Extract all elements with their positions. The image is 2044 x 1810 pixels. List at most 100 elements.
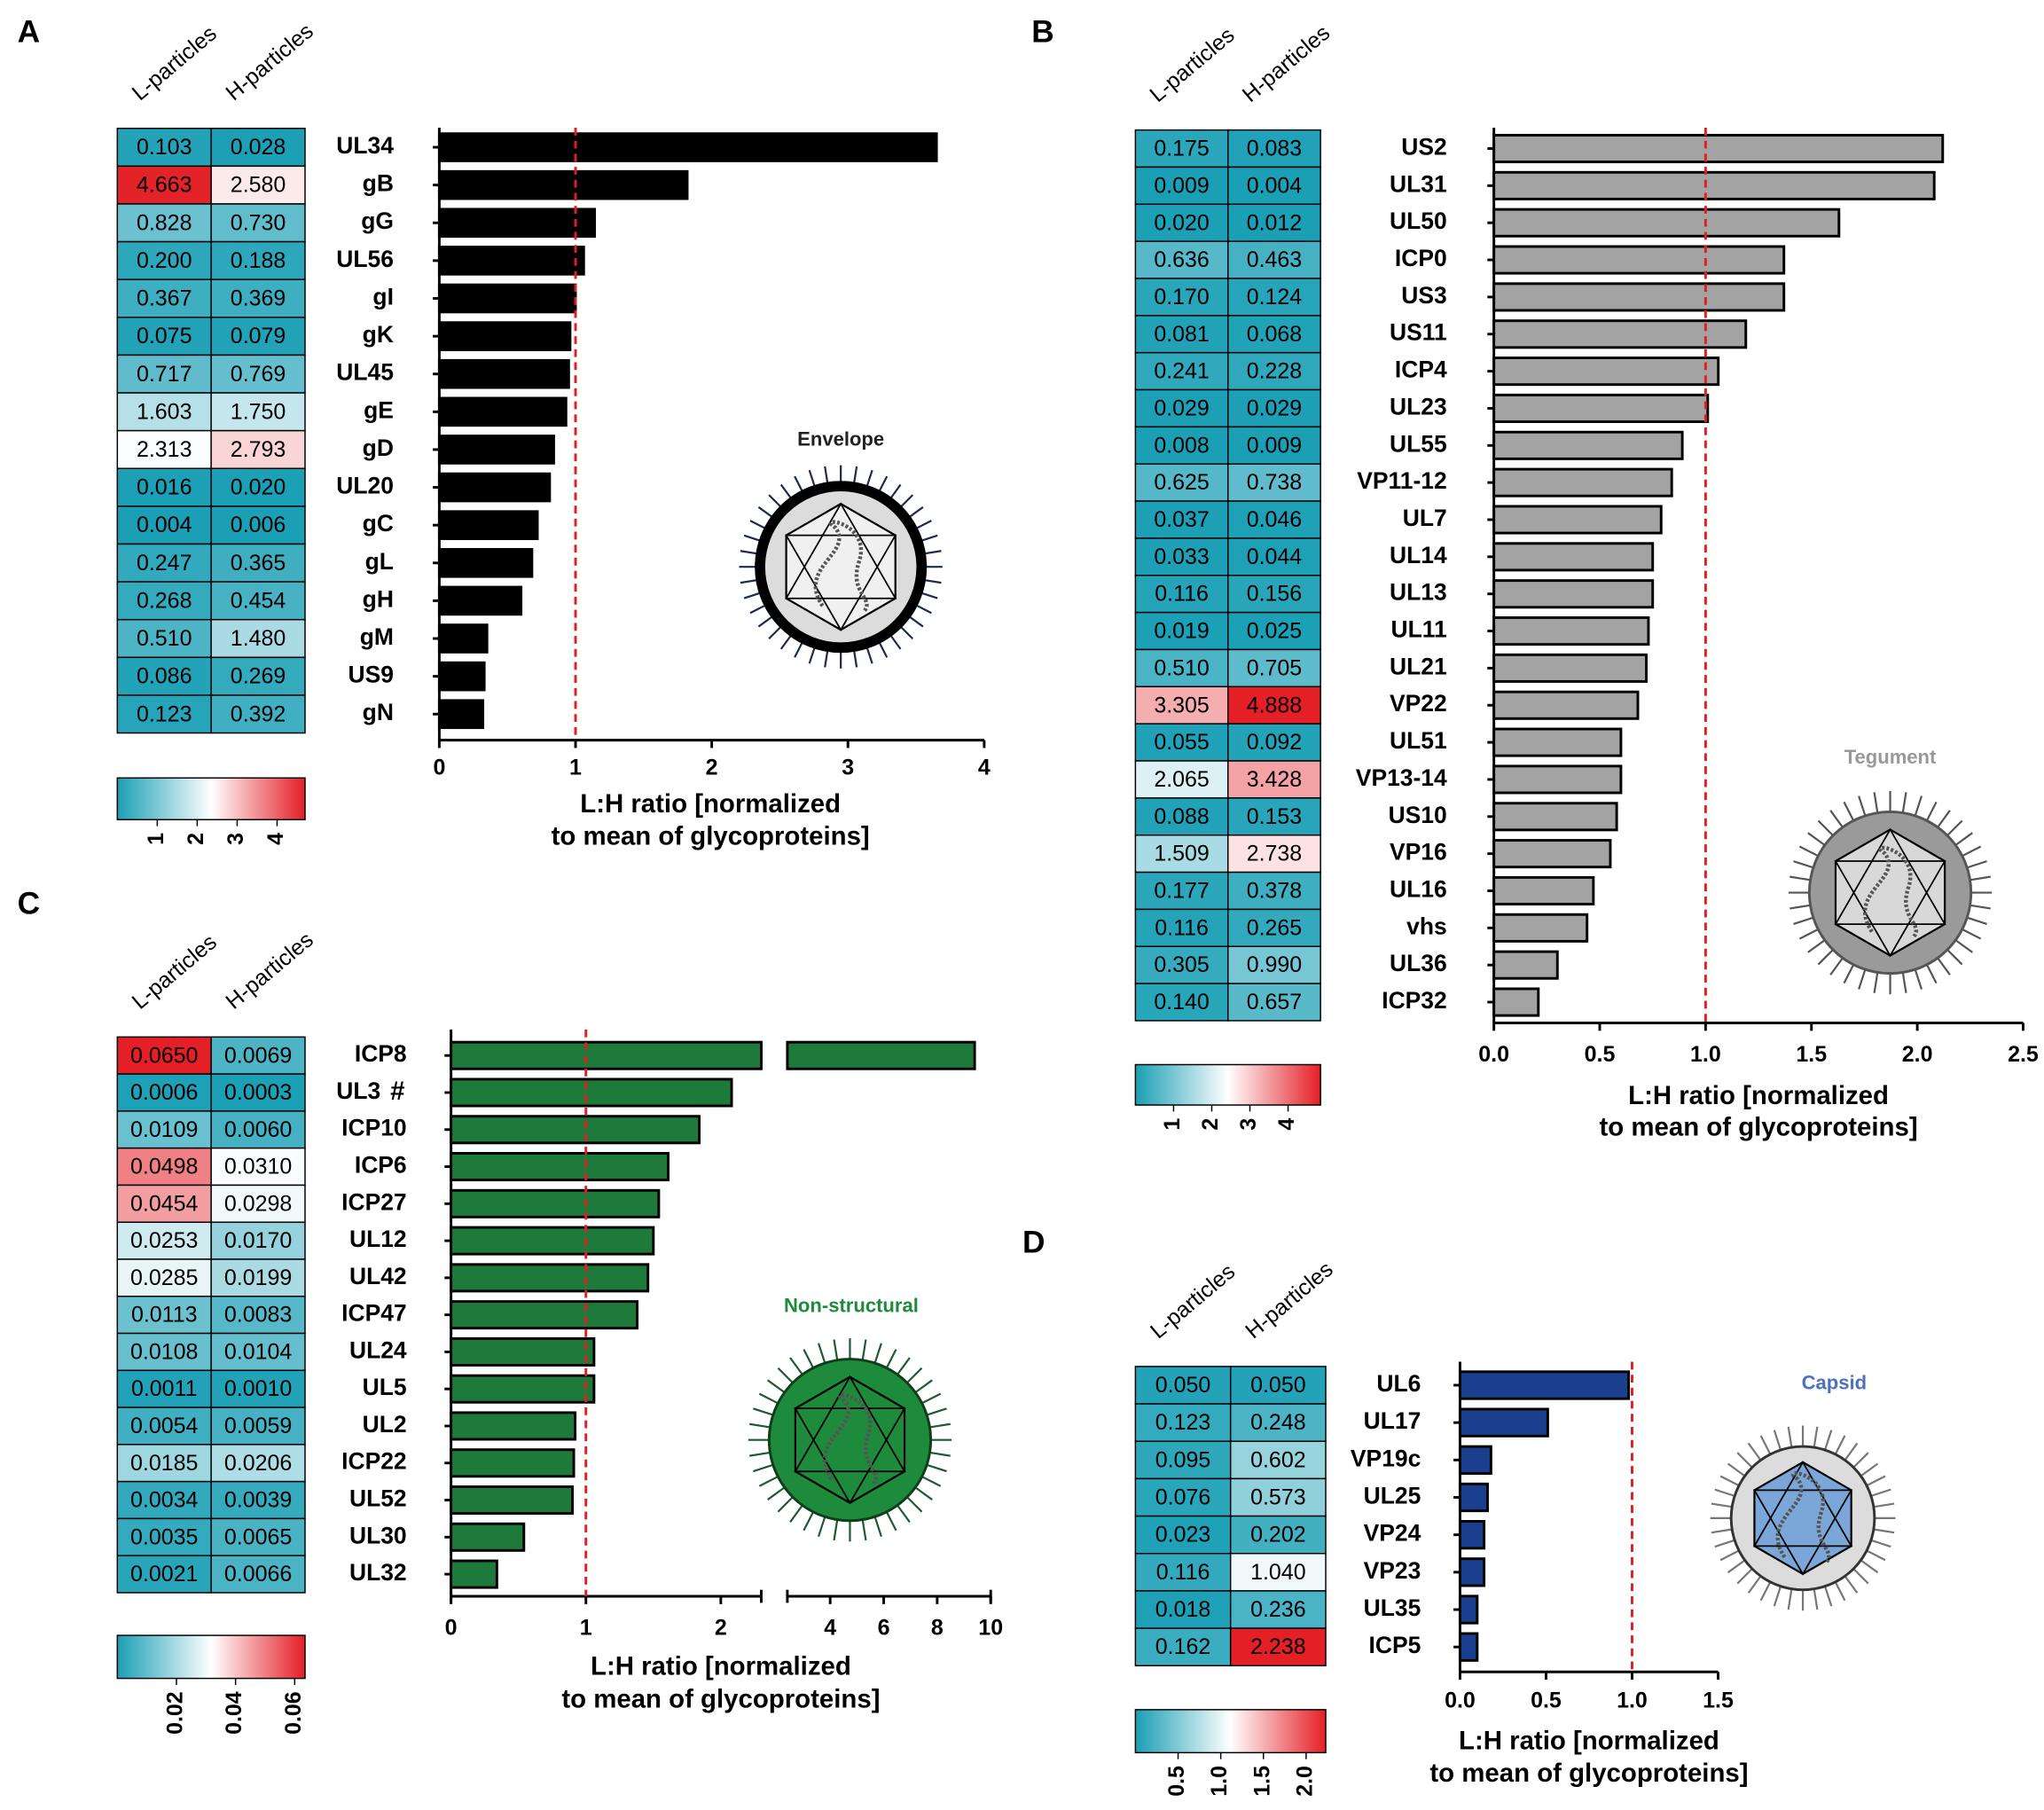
spike — [1787, 1426, 1793, 1448]
category-label: UL24 — [349, 1336, 407, 1363]
cell-label: 0.124 — [1247, 285, 1303, 310]
category-label: UL56 — [336, 246, 394, 272]
bar — [450, 1300, 639, 1330]
heatmap-cell — [116, 1555, 212, 1594]
spike — [1787, 1588, 1793, 1610]
spike — [777, 1496, 794, 1513]
heatmap-cell — [1134, 1627, 1232, 1666]
heatmap-cell — [210, 467, 306, 507]
cell-label: 0.0206 — [224, 1451, 292, 1476]
colorbar-tick-label: 0.06 — [281, 1691, 306, 1735]
spike — [1860, 1462, 1879, 1477]
heatmap-cell — [1229, 1440, 1327, 1480]
heatmap-cell — [116, 392, 212, 432]
column-header: H-particles — [1238, 20, 1335, 107]
bar — [1492, 170, 1936, 200]
spike — [1873, 792, 1879, 813]
bar — [437, 208, 596, 239]
heatmap-cell — [1227, 278, 1321, 317]
x-tick-label: 6 — [878, 1615, 890, 1640]
spike — [926, 1407, 947, 1416]
spike — [1747, 1575, 1762, 1594]
category-label: gM — [360, 623, 394, 650]
bar — [450, 1522, 526, 1552]
cell-label: 0.392 — [231, 701, 286, 726]
cell-label: 0.0060 — [224, 1117, 292, 1142]
category-label: UL2 — [363, 1411, 407, 1438]
cell-label: 3.305 — [1154, 693, 1209, 717]
spike — [897, 1357, 911, 1375]
heatmap-cell — [210, 240, 306, 280]
heatmap-cell — [1227, 983, 1321, 1022]
bar — [1492, 245, 1786, 275]
category-label: vhs — [1406, 913, 1447, 939]
category-label: gC — [363, 510, 394, 537]
spike — [1736, 1568, 1753, 1585]
bar — [437, 169, 689, 200]
cell-label: 0.247 — [137, 551, 192, 576]
bar — [1492, 802, 1618, 832]
heatmap-cell — [1227, 203, 1321, 242]
bar — [1492, 282, 1786, 312]
heatmap-cell — [1134, 1477, 1232, 1517]
cell-label: 0.0454 — [130, 1191, 198, 1216]
cell-label: 0.092 — [1247, 730, 1302, 755]
bar — [1492, 357, 1720, 387]
bar — [437, 132, 938, 162]
cell-label: 0.510 — [1154, 655, 1209, 680]
spike — [914, 1486, 933, 1500]
colorbar-tick-label: 4 — [263, 833, 288, 845]
heatmap-cell — [1134, 240, 1229, 279]
spike — [897, 1504, 911, 1524]
colorbar-tick-label: 2 — [184, 833, 208, 845]
cell-label: 0.033 — [1154, 545, 1209, 569]
bar — [786, 1040, 976, 1070]
heatmap-cell — [1227, 315, 1321, 354]
column-header: L-particles — [128, 929, 222, 1014]
column-header: L-particles — [1145, 22, 1239, 106]
spike — [1937, 810, 1951, 828]
cell-label: 0.265 — [1247, 915, 1302, 940]
cell-label: 0.200 — [137, 248, 192, 273]
spike — [1727, 1462, 1746, 1477]
bar — [1492, 505, 1663, 535]
heatmap-cell — [1134, 463, 1229, 502]
heatmap-cell — [116, 1221, 212, 1260]
x-tick-label: 4 — [824, 1615, 836, 1640]
cell-label: 0.029 — [1247, 396, 1302, 421]
x-tick-label: 1 — [569, 756, 582, 780]
heatmap-cell — [210, 1221, 306, 1260]
cell-label: 0.769 — [231, 362, 286, 387]
category-label: ICP22 — [341, 1448, 406, 1475]
x-axis-label: to mean of glycoproteins] — [561, 1684, 880, 1713]
cell-label: 2.065 — [1154, 767, 1209, 792]
category-label: UL45 — [336, 359, 394, 386]
heatmap-cell — [116, 317, 212, 357]
category-label: UL32 — [349, 1559, 407, 1586]
spike — [1901, 792, 1907, 813]
cell-label: 0.020 — [1154, 210, 1209, 235]
x-tick-label: 1 — [580, 1615, 592, 1640]
colorbar-tick-label: 2 — [1198, 1118, 1223, 1131]
cell-label: 0.657 — [1247, 990, 1302, 1015]
panel-label: B — [1031, 15, 1053, 50]
spike — [1937, 957, 1951, 976]
cell-label: 0.076 — [1155, 1485, 1210, 1510]
spike — [1966, 860, 1987, 869]
x-axis-label: L:H ratio [normalized — [1459, 1726, 1719, 1755]
cell-label: 0.0003 — [224, 1080, 292, 1105]
x-tick-label: 1.0 — [1690, 1042, 1721, 1067]
cell-label: 0.004 — [1247, 173, 1303, 198]
cell-label: 0.705 — [1247, 655, 1302, 680]
cell-label: 0.990 — [1247, 952, 1302, 977]
bar — [450, 1040, 763, 1070]
spike — [1823, 1586, 1833, 1607]
cell-label: 0.162 — [1155, 1634, 1210, 1659]
heatmap-cell — [210, 354, 306, 394]
bar — [1492, 616, 1650, 646]
cell-label: 0.369 — [231, 286, 286, 311]
spike — [1962, 928, 1982, 940]
x-tick-label: 10 — [978, 1615, 1003, 1640]
cell-label: 0.123 — [137, 701, 192, 726]
spike — [914, 1379, 933, 1394]
